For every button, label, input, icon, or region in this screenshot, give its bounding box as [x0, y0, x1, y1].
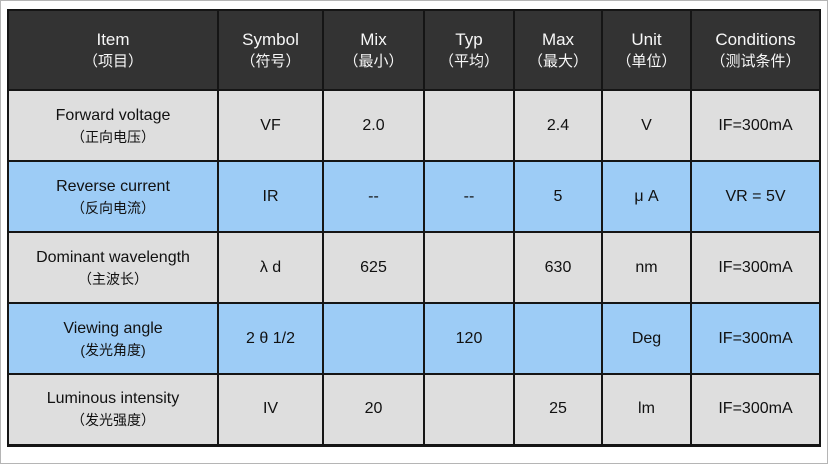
header-max-cn: （最大）	[527, 53, 588, 70]
header-conditions-en: Conditions	[715, 30, 796, 49]
cell-symbol: IR	[217, 160, 324, 233]
header-symbol-en: Symbol	[242, 30, 299, 49]
item-name-cn: （反向电流）	[71, 199, 155, 216]
cell-conditions: IF=300mA	[690, 231, 821, 304]
cell-mix	[322, 302, 425, 375]
header-unit-cn: （单位）	[616, 53, 677, 70]
cell-item: Forward voltage （正向电压）	[7, 89, 219, 162]
cell-symbol: IV	[217, 373, 324, 447]
cell-max: 25	[513, 373, 603, 447]
header-cell-max: Max （最大）	[513, 9, 603, 91]
header-symbol-cn: （符号）	[240, 53, 301, 70]
cell-item: Dominant wavelength （主波长）	[7, 231, 219, 304]
item-name-cn: （发光强度）	[71, 412, 155, 429]
cell-conditions: IF=300mA	[690, 373, 821, 447]
header-item-en: Item	[96, 30, 130, 49]
cell-item: Viewing angle (发光角度)	[7, 302, 219, 375]
cell-unit: Deg	[601, 302, 692, 375]
header-typ-cn: （平均）	[438, 53, 499, 70]
header-cell-typ: Typ （平均）	[423, 9, 515, 91]
cell-max: 5	[513, 160, 603, 233]
table-row-reverse-current: Reverse current （反向电流） IR -- -- 5 μ A VR…	[7, 160, 821, 233]
cell-max	[513, 302, 603, 375]
cell-conditions: IF=300mA	[690, 302, 821, 375]
spec-table: Item （项目） Symbol （符号） Mix （最小） Typ （平均） …	[7, 9, 821, 447]
header-cell-item: Item （项目）	[7, 9, 219, 91]
cell-unit: lm	[601, 373, 692, 447]
item-name-cn: (发光角度)	[80, 341, 146, 358]
item-name-en: Luminous intensity	[46, 390, 180, 408]
header-row: Item （项目） Symbol （符号） Mix （最小） Typ （平均） …	[7, 9, 821, 91]
cell-unit: nm	[601, 231, 692, 304]
cell-max: 630	[513, 231, 603, 304]
cell-mix: 2.0	[322, 89, 425, 162]
cell-item: Luminous intensity （发光强度）	[7, 373, 219, 447]
cell-item: Reverse current （反向电流）	[7, 160, 219, 233]
header-max-en: Max	[541, 30, 575, 49]
cell-typ	[423, 231, 515, 304]
header-cell-unit: Unit （单位）	[601, 9, 692, 91]
header-cell-symbol: Symbol （符号）	[217, 9, 324, 91]
table-row-dominant-wavelength: Dominant wavelength （主波长） λ d 625 630 nm…	[7, 231, 821, 304]
item-name-en: Viewing angle	[63, 319, 163, 337]
cell-symbol: 2 θ 1/2	[217, 302, 324, 375]
item-name-en: Reverse current	[56, 177, 170, 195]
cell-typ	[423, 89, 515, 162]
cell-mix: --	[322, 160, 425, 233]
cell-symbol: λ d	[217, 231, 324, 304]
item-name-en: Forward voltage	[55, 106, 171, 124]
item-name-cn: （主波长）	[78, 270, 148, 287]
cell-symbol: VF	[217, 89, 324, 162]
header-item-cn: （项目）	[82, 53, 143, 70]
cell-unit: V	[601, 89, 692, 162]
header-cell-mix: Mix （最小）	[322, 9, 425, 91]
cell-typ: --	[423, 160, 515, 233]
header-unit-en: Unit	[631, 30, 662, 49]
header-mix-en: Mix	[360, 30, 387, 49]
cell-unit: μ A	[601, 160, 692, 233]
header-typ-en: Typ	[455, 30, 483, 49]
header-cell-conditions: Conditions （测试条件）	[690, 9, 821, 91]
cell-conditions: IF=300mA	[690, 89, 821, 162]
header-mix-cn: （最小）	[343, 53, 404, 70]
cell-typ	[423, 373, 515, 447]
table-row-viewing-angle: Viewing angle (发光角度) 2 θ 1/2 120 Deg IF=…	[7, 302, 821, 375]
cell-max: 2.4	[513, 89, 603, 162]
item-name-cn: （正向电压）	[71, 128, 155, 145]
table-row-luminous-intensity: Luminous intensity （发光强度） IV 20 25 lm IF…	[7, 373, 821, 447]
cell-mix: 625	[322, 231, 425, 304]
table-row-forward-voltage: Forward voltage （正向电压） VF 2.0 2.4 V IF=3…	[7, 89, 821, 162]
header-conditions-cn: （测试条件）	[710, 53, 801, 70]
cell-conditions: VR = 5V	[690, 160, 821, 233]
cell-typ: 120	[423, 302, 515, 375]
item-name-en: Dominant wavelength	[36, 248, 190, 266]
cell-mix: 20	[322, 373, 425, 447]
